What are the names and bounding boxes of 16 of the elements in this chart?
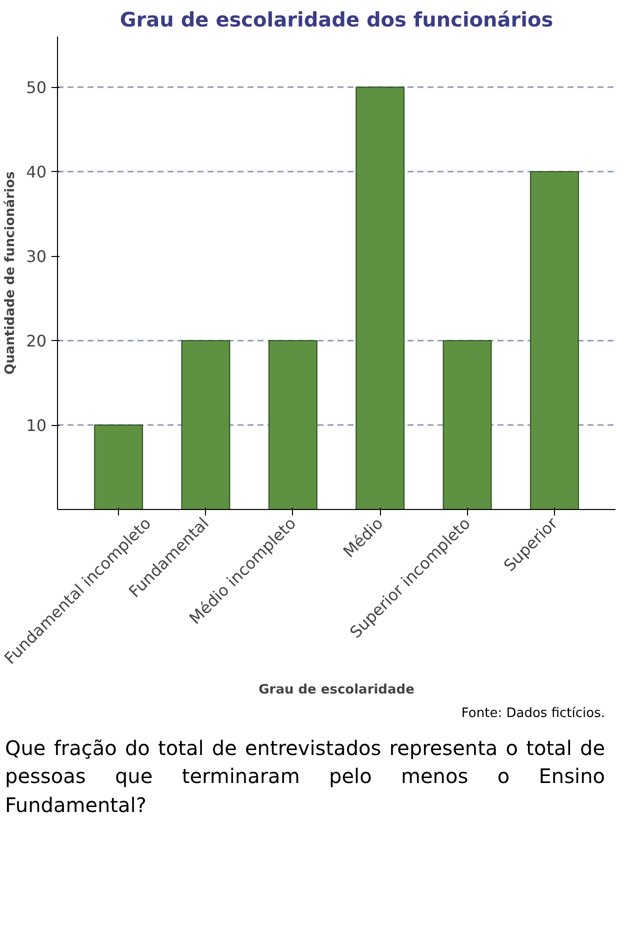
y-tick-label: 50	[26, 78, 46, 98]
y-tick-label: 10	[26, 416, 46, 436]
chart-title: Grau de escolaridade dos funcionários	[120, 8, 554, 32]
source-note: Fonte: Dados fictícios.	[461, 705, 605, 723]
y-axis-title: Quantidade de funcionários	[3, 171, 18, 375]
bar	[442, 340, 492, 510]
bar	[268, 340, 318, 510]
bar	[356, 86, 405, 510]
bar	[94, 424, 144, 510]
bar	[181, 340, 230, 510]
bar	[530, 171, 579, 510]
y-tick-label: 40	[26, 162, 46, 182]
text: Que fração do total de entrevistados representa o total de pessoas que terminaram pelo menos o Ensino Fundamental?	[5, 734, 605, 819]
y-tick-label: 20	[26, 332, 46, 351]
x-axis-title: Grau de escolaridade	[258, 682, 415, 698]
y-tick-label: 30	[26, 247, 46, 266]
